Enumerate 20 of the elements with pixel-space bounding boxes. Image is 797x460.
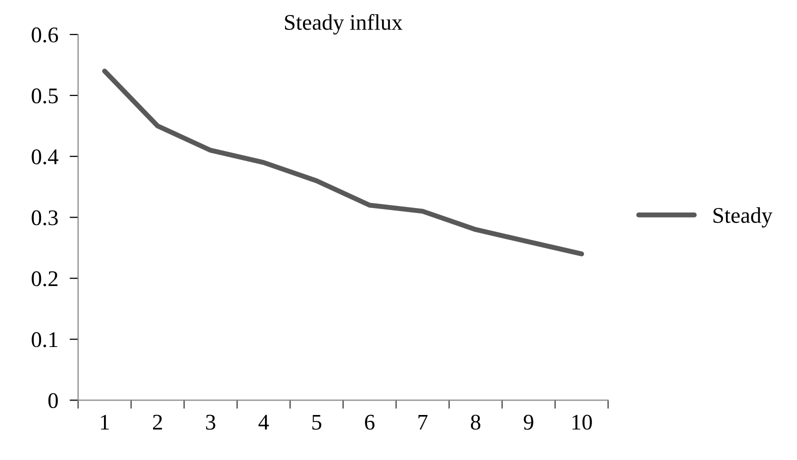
y-tick-label: 0.1 <box>32 332 58 348</box>
x-tick-label: 8 <box>470 414 480 430</box>
legend-label: Steady <box>714 207 772 228</box>
x-tick-label: 2 <box>153 414 162 430</box>
x-tick-label: 3 <box>206 414 216 430</box>
x-tick-label: 7 <box>418 414 428 430</box>
x-tick-label: 10 <box>572 414 592 430</box>
x-tick-label: 5 <box>312 414 322 430</box>
line-series <box>102 68 584 256</box>
y-tick-label: 0.6 <box>32 27 58 43</box>
x-tick-label: 4 <box>258 414 269 430</box>
y-tick-label: 0.3 <box>32 210 58 226</box>
y-tick-label: 0.5 <box>32 88 58 104</box>
chart-title: Steady influx <box>285 14 402 34</box>
y-tick-label: 0.2 <box>32 271 58 286</box>
x-tick-label: 9 <box>524 414 534 430</box>
y-tick-label: 0.4 <box>32 149 58 164</box>
x-tick-label: 6 <box>365 414 374 430</box>
x-tick-label: 1 <box>101 414 109 430</box>
y-tick-label: 0 <box>48 393 58 408</box>
